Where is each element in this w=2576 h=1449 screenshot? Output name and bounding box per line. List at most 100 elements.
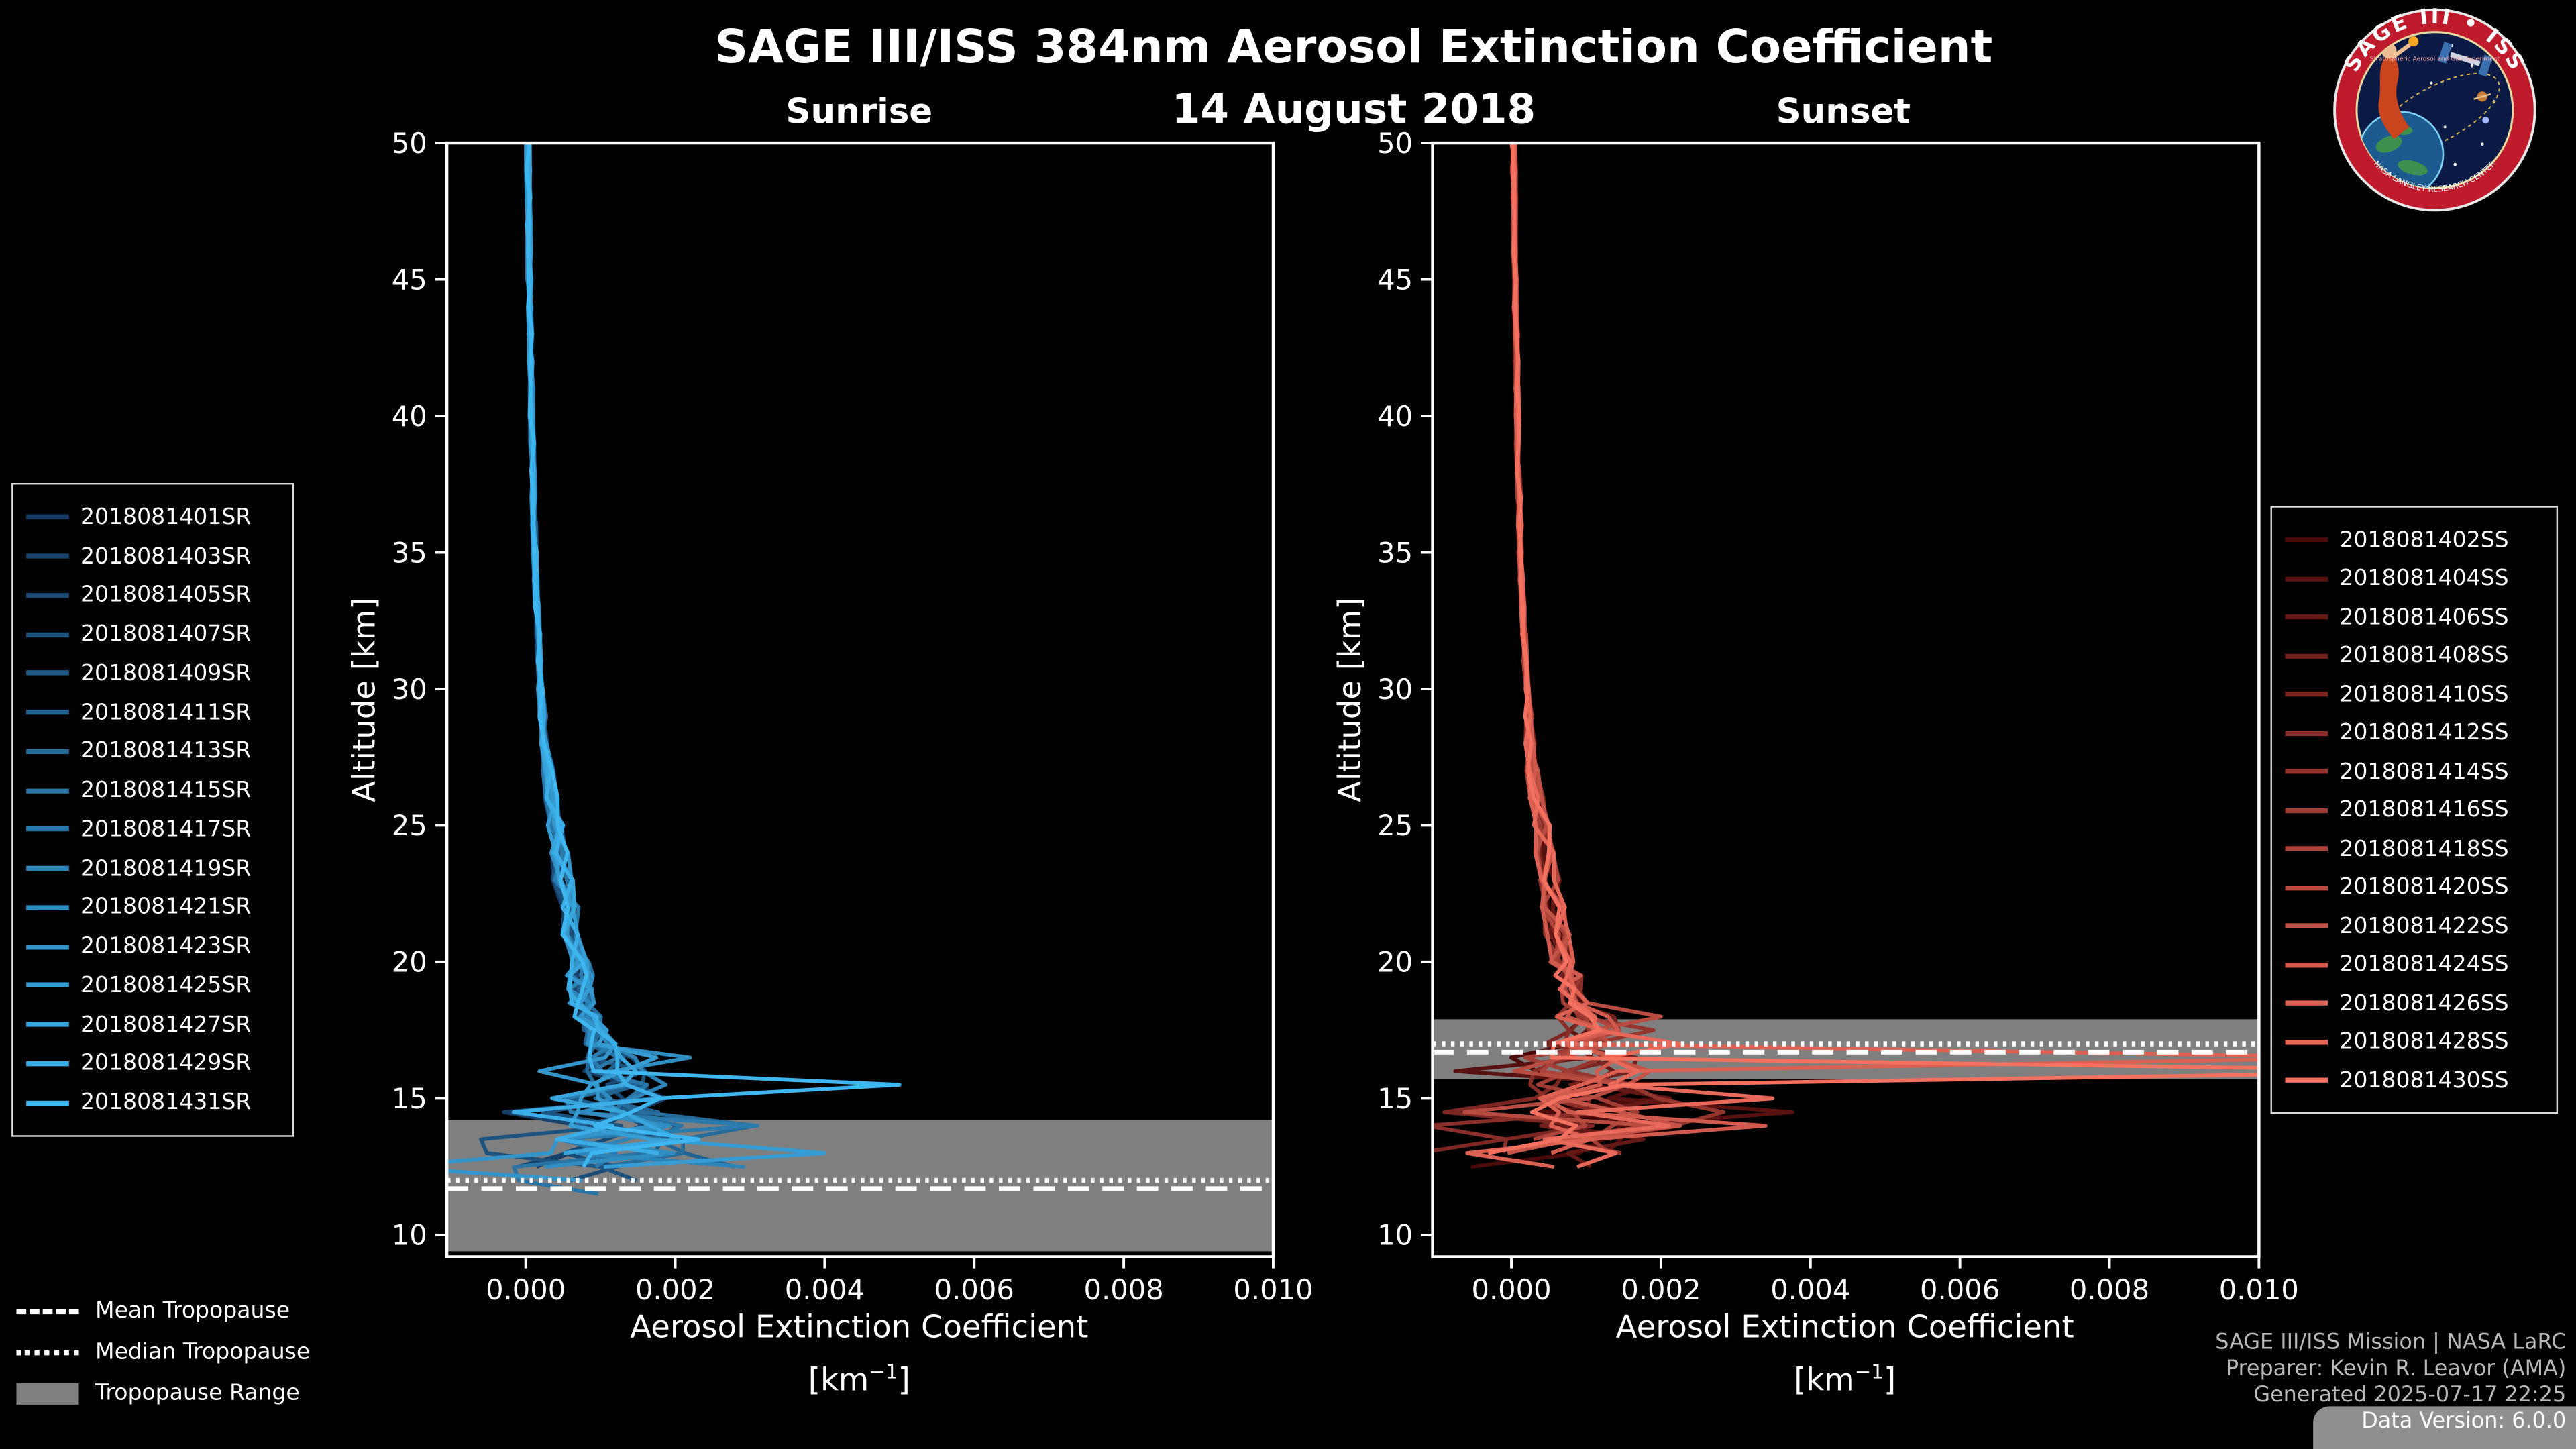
legend-item: 2018081420SS (2285, 873, 2543, 901)
panel-sunrise: 0.000 0.002 0.004 0.006 0.008 0.010 10 15 20 25 30… (392, 127, 1313, 1306)
y-tick-label: 20 (392, 946, 427, 979)
legend-item: 2018081404SS (2285, 565, 2543, 592)
tropopause-range-swatch (16, 1382, 79, 1404)
legend-line-swatch (26, 709, 69, 715)
legend-item: 2018081421SR (26, 894, 279, 920)
legend-label: 2018081408SS (2339, 642, 2509, 669)
y-tick-label: 15 (392, 1082, 427, 1115)
figure-title: SAGE III/ISS 384nm Aerosol Extinction Co… (714, 19, 1993, 74)
figure-date: 14 August 2018 (1171, 85, 1536, 133)
x-tick-label: 0.006 (934, 1273, 1014, 1306)
legend-item: 2018081426SS (2285, 990, 2543, 1016)
plot-frame (1431, 141, 2261, 1258)
legend-label: 2018081430SS (2339, 1067, 2509, 1093)
legend-item: 2018081401SR (26, 504, 279, 530)
legend-item: 2018081405SR (26, 582, 279, 608)
x-axis-units: [km−1] (1794, 1360, 1896, 1399)
legend-item: 2018081403SR (26, 543, 279, 570)
mean-tropopause-swatch (16, 1308, 79, 1313)
legend-item: 2018081416SS (2285, 797, 2543, 823)
credit-data-version: Data Version: 6.0.0 (2361, 1409, 2567, 1434)
logo-sun (2408, 36, 2419, 47)
profile-line-2018081404SS (1453, 143, 1794, 1155)
legend-item: 2018081431SR (26, 1089, 279, 1116)
legend-item: 2018081424SS (2285, 951, 2543, 977)
logo-iss (2438, 41, 2493, 77)
x-axis-label-text: Aerosol Extinction Coefficient (1615, 1309, 2074, 1346)
legend-label: 2018081412SS (2339, 719, 2509, 746)
legend-label: 2018081418SS (2339, 835, 2509, 862)
legend-item: 2018081411SR (26, 699, 279, 725)
x-tick-label: 0.008 (1084, 1273, 1164, 1306)
legend-mean-tropopause: Mean Tropopause (16, 1298, 310, 1324)
x-tick-label: 0.008 (2070, 1273, 2149, 1306)
legend-label: 2018081403SR (80, 543, 252, 570)
legend-item: 2018081406SS (2285, 604, 2543, 630)
profile-line-2018081414SS (1510, 143, 1726, 1155)
credit-preparer: Preparer: Kevin R. Leavor (AMA) (2225, 1356, 2567, 1382)
y-tick-label: 45 (392, 263, 427, 296)
legend-item: 2018081414SS (2285, 758, 2543, 785)
corner-overlay (2313, 1406, 2576, 1449)
legend-label: 2018081405SR (80, 582, 252, 608)
legend-item: 2018081427SR (26, 1011, 279, 1038)
legend-line-swatch (2285, 653, 2328, 658)
legend-line-swatch (26, 904, 69, 910)
logo-planet (2482, 117, 2489, 124)
x-tick-label: 0.004 (785, 1273, 865, 1306)
legend-line-swatch (2285, 846, 2328, 851)
credit-mission: SAGE III/ISS Mission | NASA LaRC (2215, 1330, 2567, 1356)
legend-item: 2018081423SR (26, 933, 279, 959)
legend-item: 2018081422SS (2285, 912, 2543, 939)
legend-label: 2018081431SR (80, 1089, 252, 1116)
legend-line-swatch (2285, 537, 2328, 543)
legend-label: 2018081420SS (2339, 873, 2509, 901)
plot-frame (445, 141, 1275, 1258)
legend-line-swatch (26, 826, 69, 832)
x-tick-label: 0.006 (1920, 1273, 2000, 1306)
legend-item: 2018081409SR (26, 660, 279, 686)
legend-line-swatch (2285, 769, 2328, 774)
legend-item: 2018081413SR (26, 738, 279, 764)
profile-line-2018081411SR (525, 143, 736, 1169)
legend-label: 2018081407SR (80, 621, 252, 647)
legend-label: 2018081427SR (80, 1011, 252, 1038)
y-tick-label: 40 (392, 400, 427, 433)
legend-item: 2018081410SS (2285, 681, 2543, 707)
legend-line-swatch (2285, 961, 2328, 967)
legend-line-swatch (26, 1061, 69, 1066)
y-tick-label: 25 (1377, 809, 1413, 842)
y-tick-label: 25 (392, 809, 427, 842)
legend-sunset: 2018081402SS 2018081404SS 2018081406SS 2018… (2270, 506, 2559, 1114)
legend-line-swatch (26, 983, 69, 988)
legend-line-swatch (2285, 1077, 2328, 1083)
logo-subtitle: Stratospheric Aerosol and Gas Experiment (2370, 56, 2500, 63)
tropopause-range-label: Tropopause Range (95, 1380, 300, 1407)
legend-line-swatch (26, 515, 69, 520)
profile-line-2018081424SS (1510, 143, 1768, 1155)
x-tick-label: 0.002 (635, 1273, 715, 1306)
legend-label: 2018081419SR (80, 855, 252, 881)
y-tick-label: 35 (1377, 536, 1413, 569)
profile-line-2018081417SR (525, 143, 760, 1169)
x-tick-label: 0.010 (2219, 1273, 2299, 1306)
y-tick-label: 20 (1377, 946, 1413, 979)
legend-item: 2018081408SS (2285, 642, 2543, 669)
legend-line-swatch (2285, 576, 2328, 581)
y-tick-label: 10 (392, 1219, 427, 1252)
legend-label: 2018081413SR (80, 738, 252, 765)
legend-label: 2018081415SR (80, 777, 252, 804)
profile-line-2018081425SR (524, 143, 827, 1169)
x-tick-label: 0.000 (1471, 1273, 1551, 1306)
legend-label: 2018081428SS (2339, 1028, 2509, 1055)
mean-tropopause-label: Mean Tropopause (95, 1297, 290, 1324)
legend-line-swatch (26, 788, 69, 793)
y-tick-label: 30 (1377, 673, 1413, 706)
legend-line-swatch (2285, 730, 2328, 735)
y-tick-label: 50 (1377, 127, 1413, 160)
y-axis-label-sunset: Altitude [km] (1332, 597, 1369, 802)
credits: SAGE III/ISS Mission | NASA LaRC Prepare… (2215, 1331, 2566, 1436)
legend-label: 2018081414SS (2339, 758, 2509, 785)
